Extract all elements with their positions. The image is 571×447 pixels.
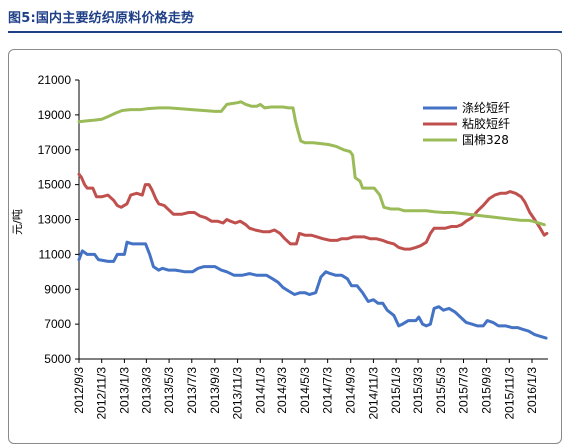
y-tick-label: 19000	[38, 108, 72, 122]
x-tick-label: 2013/5/3	[162, 367, 176, 414]
y-tick-label: 17000	[38, 143, 72, 157]
x-tick-label: 2014/9/3	[344, 367, 358, 414]
y-tick-label: 5000	[44, 352, 71, 366]
x-tick-label: 2014/11/3	[366, 367, 380, 420]
x-tick-label: 2013/11/3	[231, 367, 245, 420]
x-tick-label: 2015/3/3	[411, 367, 425, 414]
series-line	[77, 172, 549, 251]
x-tick-label: 2015/5/3	[434, 367, 448, 414]
title-divider	[8, 31, 562, 33]
x-tick-label: 2012/11/3	[95, 367, 109, 420]
y-tick-label: 13000	[38, 213, 72, 227]
x-tick-label: 2015/11/3	[502, 367, 516, 420]
y-tick-label: 21000	[38, 73, 72, 87]
x-tick-label: 2013/1/3	[117, 367, 131, 414]
x-tick-label: 2014/5/3	[298, 367, 312, 414]
x-tick-label: 2014/3/3	[275, 367, 289, 414]
chart-frame	[8, 49, 562, 444]
series-lines	[77, 100, 549, 340]
x-tick-label: 2013/7/3	[185, 367, 199, 414]
x-axis-ticks: 2012/9/3 2012/11/3 2013/1/3 2013/3/3 2013/5/…	[72, 359, 539, 420]
x-tick-label: 2014/7/3	[321, 367, 335, 414]
x-tick-label: 2013/3/3	[139, 367, 153, 414]
x-tick-label: 2015/1/3	[389, 367, 403, 414]
x-tick-label: 2013/9/3	[208, 367, 222, 414]
legend-label: 涤纶短纤	[462, 101, 510, 115]
y-axis-label: 元/吨	[11, 209, 24, 235]
y-tick-label: 7000	[44, 317, 71, 331]
y-axis-ticks: 5000 7000 9000 11000 13000 15000 17000 19000 210…	[38, 73, 79, 366]
x-tick-label: 2016/1/3	[525, 367, 539, 414]
figure-title: 图5:国内主要纺织原料价格走势	[8, 11, 195, 26]
x-tick-label: 2015/9/3	[480, 367, 494, 414]
x-tick-label: 2014/1/3	[253, 367, 267, 414]
x-tick-label: 2015/7/3	[457, 367, 471, 414]
y-tick-label: 9000	[44, 282, 71, 296]
y-tick-label: 11000	[39, 247, 72, 261]
x-tick-label: 2012/9/3	[72, 367, 86, 414]
legend-label: 国棉328	[462, 133, 509, 147]
series-line	[77, 100, 546, 227]
series-line	[77, 240, 548, 340]
legend-label: 粘胶短纤	[462, 116, 510, 131]
y-tick-label: 15000	[38, 178, 72, 192]
